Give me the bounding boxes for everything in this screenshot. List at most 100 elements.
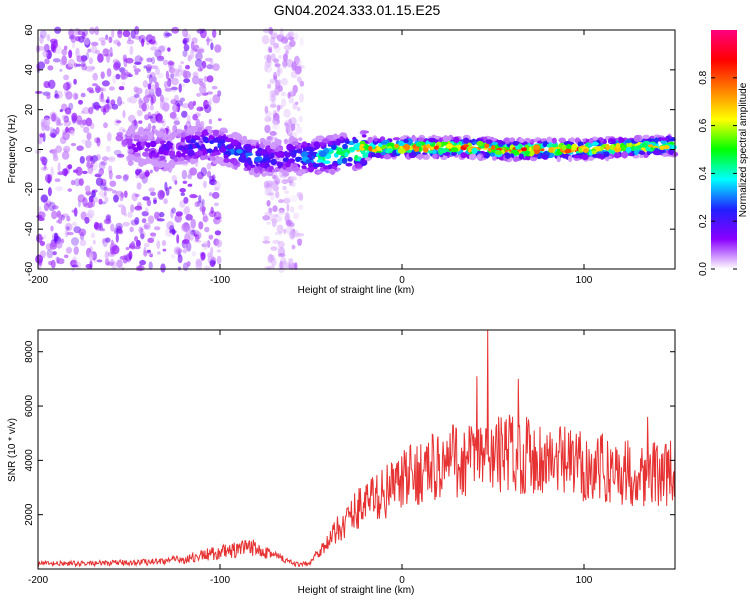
spectrogram-noise-cell <box>71 264 79 268</box>
spectrogram-ridge-cell <box>383 154 391 160</box>
spectrogram-noise-cell <box>284 35 289 44</box>
spectrogram-noise-cell <box>266 136 273 141</box>
spectrogram-noise-cell <box>263 28 271 34</box>
spectrogram-noise-cell <box>47 65 54 71</box>
spectrogram-noise-cell <box>95 49 100 55</box>
spectrogram-noise-cell <box>277 247 286 256</box>
spectrogram-noise-cell <box>277 253 286 258</box>
spectrogram-ridge-cell <box>611 140 617 145</box>
spectrogram-noise-cell <box>39 29 47 39</box>
snr-axis-ticks: -200 -100 0 100 2000 4000 6000 8000 <box>24 330 675 586</box>
spectrogram-noise-cell <box>51 113 57 122</box>
spectrogram-noise-cell <box>138 34 146 44</box>
spectrogram-noise-cell <box>85 117 93 127</box>
spectrogram-noise-cell <box>273 185 279 192</box>
spectrogram-noise-cell <box>213 202 219 207</box>
colorbar-ticks: 0.0 0.2 0.4 0.6 0.8 <box>698 70 737 276</box>
spectrogram-noise-cell <box>92 72 98 81</box>
spectrogram-noise-cell <box>182 37 187 45</box>
spectrogram-noise-cell <box>202 82 206 89</box>
spectrogram-ridge-cell <box>233 160 239 166</box>
spectrogram-ridge-cell <box>226 144 235 150</box>
spectrogram-noise-cell <box>210 42 214 51</box>
spectrogram-noise-cell <box>187 183 193 187</box>
spectrogram-noise-cell <box>133 35 142 40</box>
snr-frame <box>37 329 676 570</box>
spectrogram-noise-cell <box>148 261 153 270</box>
spectrogram-noise-cell <box>141 211 149 217</box>
spectrogram-noise-cell <box>206 162 212 170</box>
spectrogram-noise-cell <box>174 214 182 223</box>
spectrogram-ridge-cell <box>142 151 150 157</box>
spectrogram-ridge-cell <box>292 149 298 154</box>
spectrogram-ridge-cell <box>581 154 589 161</box>
spectrogram-noise-cell <box>49 242 58 250</box>
spectrogram-ridge-cell <box>536 152 542 160</box>
spectrogram-ridge-cell <box>220 143 226 148</box>
spectrogram-noise-cell <box>84 36 90 46</box>
spectrogram-ridge-cell <box>501 141 506 145</box>
spectrogram-ridge-cell <box>270 152 275 158</box>
spectrogram-ridge-cell <box>199 155 206 161</box>
spectrogram-noise-cell <box>299 36 304 47</box>
spectrogram-ridge-cell <box>264 140 271 146</box>
spectrogram-noise-cell <box>268 27 274 35</box>
spectrogram-noise-cell <box>283 228 287 234</box>
spectrogram-ridge-cell <box>282 171 290 177</box>
spectrogram-noise-cell <box>209 175 215 182</box>
spectrogram-ridge-cell <box>529 157 538 162</box>
spectrogram-ridge-cell <box>451 151 457 156</box>
spectrogram-noise-cell <box>71 209 77 213</box>
spectrogram-ridge-cell <box>625 146 632 154</box>
colorbar-gradient <box>711 30 737 269</box>
spectrogram-noise-cell <box>151 125 156 130</box>
spectrogram-noise-cell <box>43 43 50 53</box>
spectrogram-noise-cell <box>150 46 158 51</box>
spectrogram-noise-cell <box>38 259 43 266</box>
spectrogram-noise-cell <box>176 234 180 244</box>
spectrogram-ridge-cell <box>126 138 133 143</box>
spectrogram-ridge-cell <box>254 166 259 174</box>
spectrogram-ridge-cell <box>652 150 661 156</box>
spectrogram-noise-cell <box>182 239 190 245</box>
spectrogram-noise-cell <box>192 71 199 78</box>
spectrogram-ridge-cell <box>462 144 469 148</box>
spectrogram-ridge-cell <box>230 139 239 146</box>
spectrogram-ridge-cell <box>512 140 519 146</box>
spectrogram-noise-cell <box>70 142 77 147</box>
spectrogram-ridge-cell <box>185 156 190 161</box>
spectrogram-noise-cell <box>180 61 184 65</box>
spectrogram-ridge-cell <box>177 130 182 134</box>
spectrogram-noise-cell <box>195 52 203 61</box>
spectrogram-noise-cell <box>70 179 76 186</box>
spectrogram-ridge-cell <box>283 138 289 145</box>
spectrogram-noise-cell <box>66 231 74 236</box>
spectrogram-noise-cell <box>53 232 59 242</box>
spectrogram-ridge-cell <box>140 141 145 147</box>
spectrogram-noise-cell <box>147 112 152 116</box>
spectrogram-noise-cell <box>292 84 298 94</box>
spectrogram-noise-cell <box>125 57 134 64</box>
spectrogram-noise-cell <box>264 124 271 134</box>
spectrogram-ridge-cell <box>162 132 168 140</box>
spectrogram-noise-cell <box>54 93 60 99</box>
spectrogram-noise-cell <box>138 97 143 106</box>
spectrogram-noise-cell <box>59 136 67 145</box>
spectrogram-noise-cell <box>188 101 195 110</box>
spectrogram-ridge-cell <box>318 150 327 157</box>
spectrogram-noise-cell <box>115 73 121 80</box>
spectrogram-ridge-cell <box>209 152 217 157</box>
spectrogram-ridge-cell <box>548 147 554 153</box>
spectrogram-noise-cell <box>129 45 134 56</box>
spectrogram-noise-cell <box>91 189 98 193</box>
spectrogram-ridge-cell <box>533 144 540 151</box>
spectrogram-noise-cell <box>144 88 149 98</box>
spectrogram-noise-cell <box>170 98 177 103</box>
spectrogram-noise-cell <box>97 53 104 63</box>
spectrogram-noise-cell <box>87 48 92 53</box>
spectrogram-ridge-cell <box>638 150 646 155</box>
spectrogram-ridge-cell <box>330 169 336 175</box>
spectrogram-noise-cell <box>268 116 273 122</box>
spectrogram-noise-cell <box>121 69 129 80</box>
